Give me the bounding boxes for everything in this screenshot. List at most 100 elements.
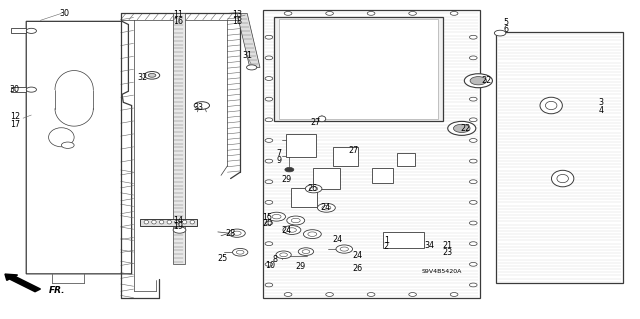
Text: 11: 11: [173, 11, 183, 19]
Circle shape: [454, 124, 470, 132]
Circle shape: [469, 283, 477, 287]
Circle shape: [367, 11, 375, 15]
Ellipse shape: [557, 174, 568, 183]
Text: 8: 8: [273, 255, 278, 264]
Circle shape: [265, 242, 273, 246]
Text: 19: 19: [173, 222, 183, 231]
Text: 34: 34: [425, 241, 435, 250]
Bar: [173, 13, 184, 264]
Polygon shape: [262, 10, 479, 298]
Circle shape: [469, 97, 477, 101]
Circle shape: [326, 11, 333, 15]
Circle shape: [448, 122, 476, 135]
Circle shape: [265, 77, 273, 80]
Circle shape: [469, 180, 477, 184]
Circle shape: [465, 74, 492, 88]
Circle shape: [232, 249, 248, 256]
Text: 14: 14: [173, 216, 183, 225]
Text: 3: 3: [598, 99, 604, 108]
Text: 18: 18: [232, 17, 242, 26]
Circle shape: [469, 263, 477, 266]
Circle shape: [367, 293, 375, 296]
Circle shape: [284, 293, 292, 296]
Bar: [11, 87, 26, 92]
Circle shape: [233, 231, 241, 235]
Text: 22: 22: [460, 124, 471, 133]
Bar: [313, 168, 340, 189]
Circle shape: [494, 30, 506, 36]
Text: 13: 13: [232, 11, 242, 19]
Circle shape: [310, 187, 318, 191]
Text: 24: 24: [320, 203, 330, 212]
Circle shape: [340, 247, 348, 251]
Bar: [285, 134, 316, 157]
Circle shape: [280, 253, 287, 257]
Circle shape: [26, 87, 36, 92]
Text: 29: 29: [282, 175, 292, 184]
Text: 9: 9: [276, 156, 282, 165]
Text: 16: 16: [173, 17, 183, 26]
Circle shape: [265, 35, 273, 39]
Polygon shape: [26, 21, 132, 274]
Circle shape: [265, 138, 273, 142]
Text: 23: 23: [443, 248, 452, 257]
Circle shape: [265, 221, 273, 225]
Circle shape: [173, 227, 186, 233]
Circle shape: [272, 214, 281, 219]
Bar: [397, 153, 415, 166]
Text: S9V4B5420A: S9V4B5420A: [421, 269, 461, 274]
Circle shape: [302, 250, 310, 254]
Bar: [383, 232, 424, 249]
Circle shape: [469, 221, 477, 225]
Text: 17: 17: [10, 120, 20, 129]
Text: 29: 29: [296, 262, 306, 271]
Circle shape: [469, 118, 477, 122]
Circle shape: [276, 251, 291, 259]
Circle shape: [409, 293, 417, 296]
Text: 20: 20: [262, 219, 273, 228]
Text: 28: 28: [225, 229, 236, 238]
Ellipse shape: [167, 220, 172, 224]
Text: FR.: FR.: [49, 286, 65, 295]
Circle shape: [469, 159, 477, 163]
Circle shape: [268, 212, 285, 221]
Circle shape: [291, 218, 300, 223]
Circle shape: [469, 138, 477, 142]
Text: 33: 33: [194, 103, 204, 112]
Circle shape: [305, 185, 322, 193]
Text: 25: 25: [218, 254, 228, 263]
Circle shape: [317, 203, 335, 212]
Bar: [372, 168, 393, 183]
Text: 27: 27: [310, 117, 321, 127]
Ellipse shape: [190, 220, 195, 224]
Ellipse shape: [318, 116, 326, 122]
Ellipse shape: [49, 128, 74, 147]
Text: 24: 24: [282, 226, 292, 234]
Circle shape: [246, 65, 257, 70]
Circle shape: [451, 293, 458, 296]
Circle shape: [194, 102, 209, 109]
Text: 32: 32: [138, 73, 148, 82]
Text: 1: 1: [384, 236, 389, 245]
Text: 30: 30: [60, 9, 70, 18]
Circle shape: [265, 200, 273, 204]
Text: 15: 15: [262, 213, 273, 222]
Circle shape: [228, 229, 245, 237]
Text: 24: 24: [352, 251, 362, 260]
Circle shape: [148, 73, 156, 77]
Text: 24: 24: [333, 235, 343, 244]
Circle shape: [265, 118, 273, 122]
Circle shape: [283, 226, 301, 234]
Ellipse shape: [159, 220, 164, 224]
Circle shape: [285, 167, 294, 172]
Circle shape: [469, 77, 477, 80]
Bar: [11, 28, 26, 33]
Circle shape: [470, 77, 486, 85]
Circle shape: [322, 205, 331, 210]
Bar: [333, 147, 358, 166]
Text: 12: 12: [10, 112, 20, 121]
Circle shape: [451, 11, 458, 15]
Text: 5: 5: [503, 19, 508, 27]
Circle shape: [303, 230, 321, 239]
Circle shape: [265, 97, 273, 101]
